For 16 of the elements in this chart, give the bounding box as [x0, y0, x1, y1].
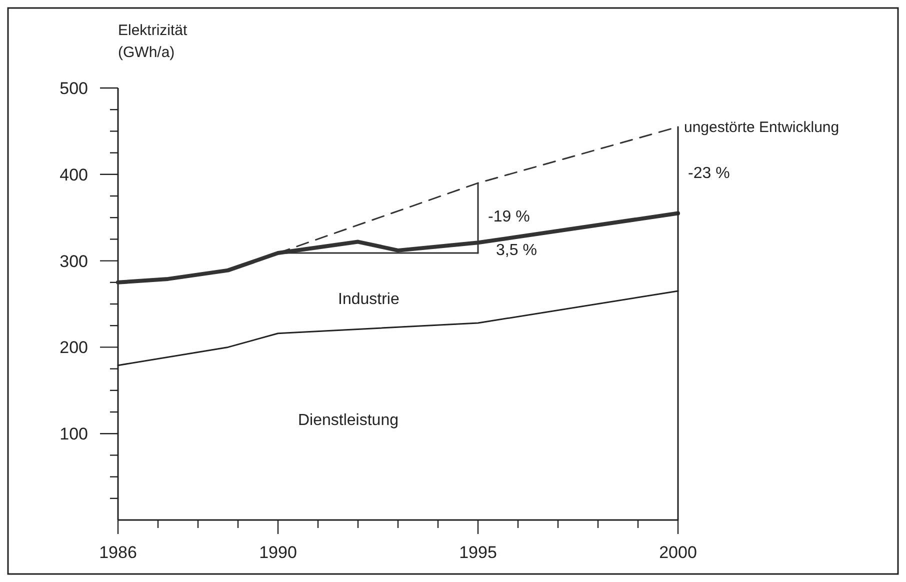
y-axis-title: Elektrizität (GWh/a) — [118, 22, 188, 61]
y-tick-label: 200 — [60, 338, 88, 358]
y-tick-label: 500 — [60, 79, 88, 98]
y-tick-label: 300 — [60, 252, 88, 271]
annotation: Industrie — [338, 291, 400, 308]
annotation: 3,5 % — [496, 242, 537, 260]
annotation: -19 % — [488, 208, 530, 226]
x-tick-label: 1995 — [459, 543, 497, 562]
x-tick-label: 1986 — [99, 543, 137, 562]
y-tick-label: 100 — [60, 424, 88, 444]
series-label: ungestörte Entwicklung — [684, 118, 840, 136]
x-tick-label: 1990 — [259, 543, 297, 562]
annotation: Dienstleistung — [298, 412, 398, 429]
x-tick-label: 2000 — [659, 543, 697, 562]
text: -23 % — [688, 165, 730, 182]
y-tick-label: 400 — [60, 165, 88, 184]
